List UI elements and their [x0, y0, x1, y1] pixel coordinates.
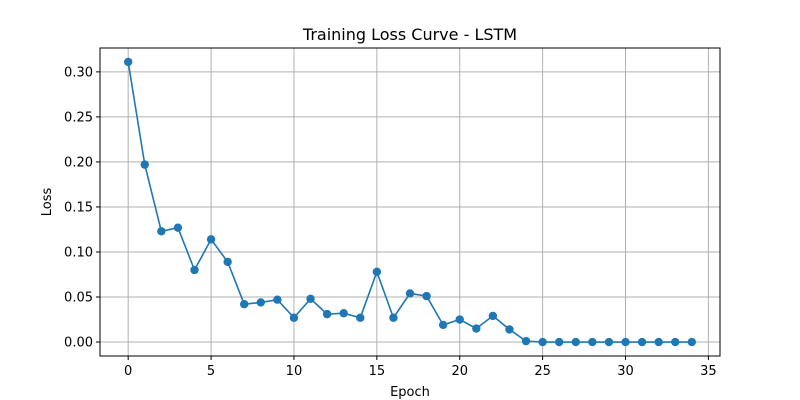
y-tick-label: 0.25 [64, 110, 93, 125]
loss-data-point [505, 325, 514, 334]
loss-data-point [322, 309, 332, 319]
y-axis-label: Loss [40, 188, 55, 217]
loss-data-point [687, 337, 697, 347]
grid [100, 48, 720, 356]
loss-data-point [472, 324, 481, 333]
axis-ticks: 0 5 10 15 20 25 30 35 0.00 0.05 0.10 0.15 0.20 0.25 0.… [64, 65, 717, 379]
loss-data-point [538, 337, 547, 347]
loss-data-point [405, 289, 415, 298]
y-tick-label: 0.10 [64, 245, 93, 260]
loss-data-point [273, 295, 282, 304]
loss-data-point [173, 223, 183, 232]
x-tick-label: 30 [617, 364, 634, 379]
loss-data-point [554, 337, 564, 347]
loss-data-point [372, 267, 382, 276]
x-tick-label: 10 [286, 364, 303, 379]
loss-data-point [256, 298, 266, 307]
y-tick-label: 0.20 [64, 155, 93, 170]
chart-title: Training Loss Curve - LSTM [302, 25, 517, 44]
loss-data-point [123, 57, 133, 67]
x-tick-label: 35 [700, 364, 717, 379]
x-tick-label: 20 [451, 364, 468, 379]
loss-data-point [240, 300, 249, 309]
y-tick-label: 0.05 [64, 291, 93, 306]
loss-data-point [223, 257, 232, 267]
loss-data-point [206, 235, 216, 244]
y-tick-label: 0.30 [64, 65, 93, 80]
loss-data-point [306, 294, 315, 304]
loss-data-point [140, 160, 149, 169]
loss-data-point [422, 291, 431, 301]
loss-data-point [637, 337, 647, 347]
loss-data-point [521, 336, 531, 346]
x-axis-label: Epoch [390, 385, 430, 400]
y-tick-label: 0.15 [64, 200, 93, 215]
loss-data-point [588, 337, 597, 347]
loss-data-point [571, 337, 580, 347]
x-tick-label: 5 [207, 364, 215, 379]
loss-data-point [389, 313, 398, 322]
x-tick-label: 0 [124, 364, 132, 379]
loss-data-point [157, 227, 166, 236]
loss-data-point [190, 265, 199, 275]
x-tick-label: 15 [369, 364, 386, 379]
loss-data-point [455, 315, 464, 324]
loss-data-point [289, 313, 299, 322]
loss-data-point [356, 313, 365, 322]
loss-data-point [621, 337, 630, 347]
x-tick-label: 25 [534, 364, 551, 379]
loss-data-point [438, 320, 448, 330]
loss-series-line [127, 61, 692, 343]
loss-data-point [671, 337, 680, 347]
loss-data-point [654, 337, 663, 347]
loss-data-point [488, 311, 498, 321]
plot-area-frame [99, 47, 721, 357]
series-layer [123, 57, 697, 347]
loss-data-point [604, 337, 614, 347]
loss-data-point [339, 309, 348, 318]
y-tick-label: 0.00 [64, 336, 93, 351]
